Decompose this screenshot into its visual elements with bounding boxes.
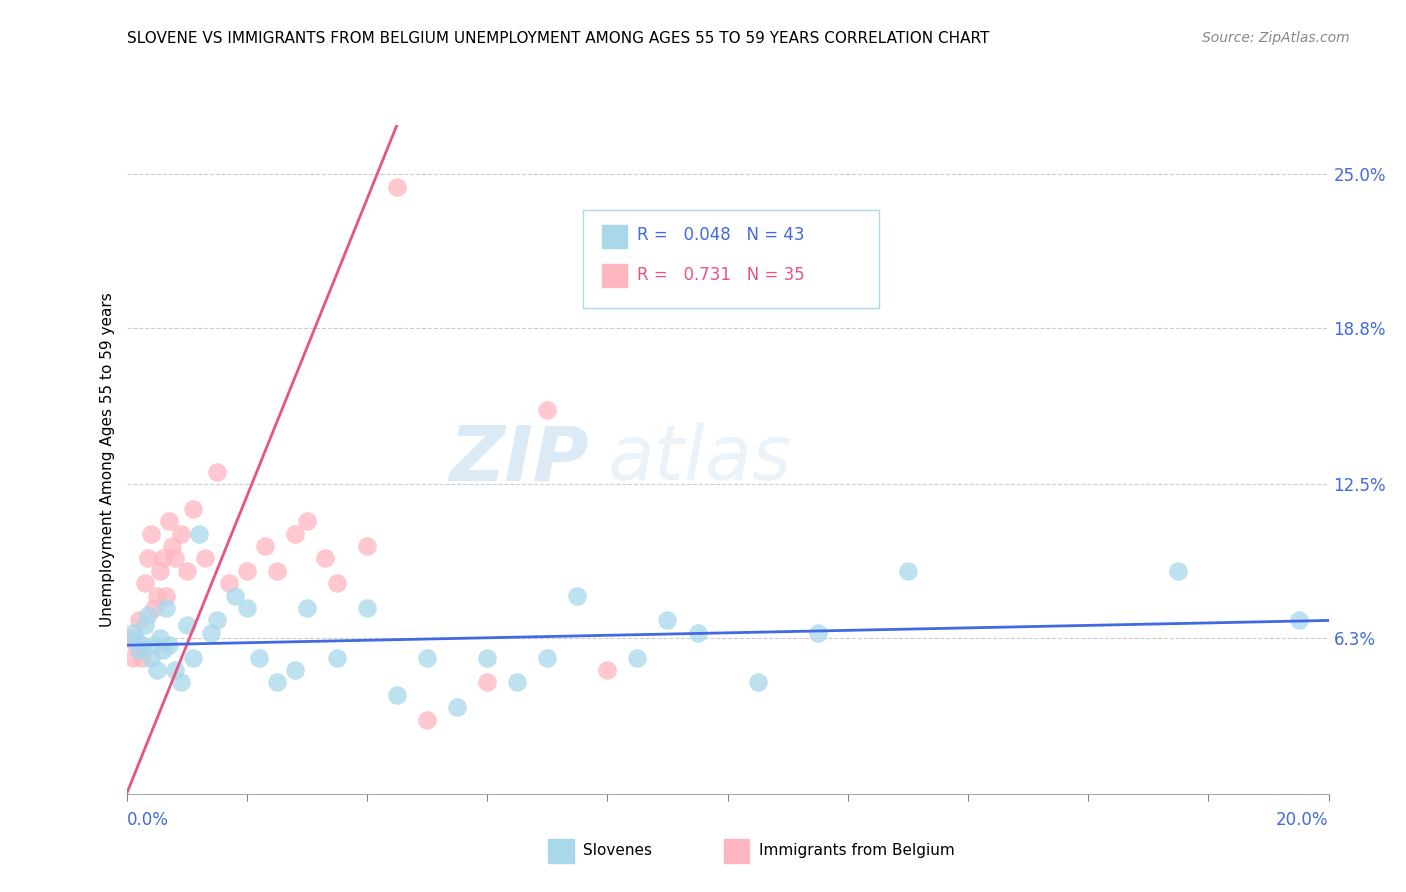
Y-axis label: Unemployment Among Ages 55 to 59 years: Unemployment Among Ages 55 to 59 years [100,292,115,627]
Point [284,663,307,677]
Point [295,514,318,528]
Point [131,638,153,652]
Point [149,564,172,578]
Point [163,551,186,566]
Point [266,675,288,690]
Point [134,618,156,632]
Point [160,539,183,553]
Point [128,643,150,657]
Point [1288,614,1310,628]
Point [356,601,378,615]
Point [747,675,769,690]
Text: 20.0%: 20.0% [1277,811,1329,829]
Point [897,564,920,578]
Point [205,614,228,628]
Text: atlas: atlas [607,423,792,496]
Point [626,650,648,665]
Point [163,663,186,677]
Point [253,539,276,553]
Point [807,625,830,640]
Point [145,663,167,677]
Point [284,526,307,541]
Point [1167,564,1189,578]
Point [596,663,619,677]
Point [139,526,162,541]
Point [152,643,174,657]
Point [536,650,558,665]
Point [142,601,165,615]
Point [124,638,146,652]
Point [157,638,180,652]
Point [136,608,159,623]
Point [169,675,191,690]
Point [235,564,259,578]
Text: ZIP: ZIP [450,423,589,496]
Point [266,564,288,578]
Point [181,502,204,516]
Point [176,564,198,578]
Point [326,576,349,591]
Point [314,551,336,566]
Text: Immigrants from Belgium: Immigrants from Belgium [759,843,955,857]
Point [139,650,162,665]
Point [121,625,143,640]
Point [385,179,408,194]
Point [121,650,143,665]
Point [475,675,498,690]
Point [416,650,439,665]
Point [118,631,141,645]
Point [385,688,408,702]
Point [181,650,204,665]
Point [142,638,165,652]
Text: R =   0.048   N = 43: R = 0.048 N = 43 [637,227,804,244]
Point [155,601,177,615]
Point [536,402,558,417]
Point [686,625,709,640]
Point [200,625,222,640]
Text: Slovenes: Slovenes [583,843,652,857]
Point [506,675,529,690]
Point [475,650,498,665]
Point [169,526,191,541]
Point [416,713,439,727]
Point [157,514,180,528]
Point [187,526,209,541]
Point [136,551,159,566]
Point [356,539,378,553]
Point [247,650,270,665]
Point [235,601,259,615]
Point [152,551,174,566]
Point [326,650,349,665]
Text: SLOVENE VS IMMIGRANTS FROM BELGIUM UNEMPLOYMENT AMONG AGES 55 TO 59 YEARS CORREL: SLOVENE VS IMMIGRANTS FROM BELGIUM UNEMP… [127,31,988,46]
Point [295,601,318,615]
Text: 0.0%: 0.0% [127,811,169,829]
Point [224,589,246,603]
Point [194,551,217,566]
Point [567,589,589,603]
Point [155,589,177,603]
Point [124,633,146,648]
Point [657,614,679,628]
Point [128,614,150,628]
Point [446,700,468,714]
Text: R =   0.731   N = 35: R = 0.731 N = 35 [637,266,804,284]
Point [205,465,228,479]
Point [145,589,167,603]
Point [218,576,240,591]
Point [131,650,153,665]
Point [149,631,172,645]
Point [134,576,156,591]
Text: Source: ZipAtlas.com: Source: ZipAtlas.com [1202,31,1350,45]
Point [176,618,198,632]
